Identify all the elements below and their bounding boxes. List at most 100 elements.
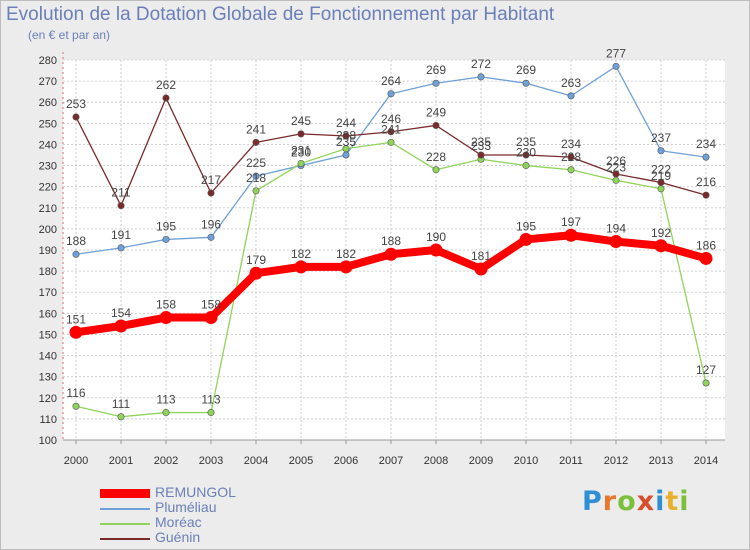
data-label: 277: [606, 46, 626, 60]
data-label: 230: [516, 146, 536, 160]
y-tick-label: 220: [39, 182, 57, 194]
y-tick-label: 110: [39, 414, 57, 426]
x-tick-label: 2009: [469, 455, 493, 467]
data-point: [252, 138, 260, 146]
legend-label-guenin: Guénin: [155, 529, 201, 545]
data-label: 263: [561, 76, 581, 90]
data-point: [384, 247, 398, 261]
data-label: 222: [651, 162, 671, 176]
x-tick-label: 2001: [109, 455, 133, 467]
data-label: 188: [66, 234, 86, 248]
data-point: [567, 92, 575, 100]
data-label: 246: [381, 112, 401, 126]
data-point: [522, 151, 530, 159]
data-point: [387, 128, 395, 136]
data-label: 179: [246, 253, 266, 267]
data-point: [432, 166, 440, 174]
y-tick-label: 250: [39, 118, 57, 130]
data-point: [387, 138, 395, 146]
data-label: 249: [426, 105, 446, 119]
data-point: [702, 191, 710, 199]
y-tick-label: 120: [39, 393, 57, 405]
data-label: 113: [201, 393, 220, 407]
data-label: 196: [201, 217, 221, 231]
data-point: [207, 189, 215, 197]
data-point: [162, 94, 170, 102]
y-tick-label: 210: [39, 203, 57, 215]
x-tick-label: 2000: [64, 455, 88, 467]
data-label: 113: [156, 393, 175, 407]
data-label: 211: [111, 186, 130, 200]
data-label: 181: [471, 249, 491, 263]
data-label: 191: [111, 228, 131, 242]
data-label: 190: [426, 230, 446, 244]
data-point: [162, 409, 170, 417]
data-point: [207, 409, 215, 417]
data-point: [252, 172, 260, 180]
data-point: [477, 73, 485, 81]
data-label: 253: [66, 97, 86, 111]
data-point: [114, 319, 128, 333]
legend-swatch-remungol: [100, 489, 150, 498]
data-label: 237: [651, 131, 671, 145]
data-point: [72, 250, 80, 258]
data-point: [117, 202, 125, 210]
y-tick-label: 100: [39, 435, 57, 447]
data-label: 186: [696, 238, 716, 252]
legend-label-plumeliau: Pluméliau: [155, 499, 217, 515]
data-label: 226: [606, 154, 626, 168]
data-label: 116: [66, 386, 85, 400]
data-label: 235: [471, 135, 491, 149]
x-tick-label: 2007: [379, 455, 403, 467]
x-tick-label: 2005: [289, 455, 313, 467]
data-label: 241: [381, 122, 401, 136]
data-label: 182: [336, 247, 356, 261]
y-tick-label: 280: [39, 55, 57, 67]
data-point: [117, 413, 125, 421]
x-tick-label: 2014: [694, 455, 718, 467]
y-tick-label: 270: [39, 76, 57, 88]
data-label: 216: [696, 175, 716, 189]
chart-title: Evolution de la Dotation Globale de Fonc…: [6, 4, 555, 25]
data-point: [432, 121, 440, 129]
data-point: [432, 79, 440, 87]
x-tick-label: 2004: [244, 455, 268, 467]
data-point: [519, 232, 533, 246]
data-point: [657, 185, 665, 193]
data-point: [654, 239, 668, 253]
data-label: 234: [696, 137, 716, 151]
data-label: 269: [426, 63, 446, 77]
y-tick-label: 140: [39, 351, 57, 363]
y-tick-label: 130: [39, 372, 57, 384]
data-label: 264: [381, 74, 401, 88]
data-point: [699, 251, 713, 265]
x-tick-label: 2003: [199, 455, 223, 467]
legend-swatch-moreac: [100, 522, 150, 525]
data-label: 188: [381, 234, 401, 248]
data-point: [249, 266, 263, 280]
data-point: [69, 325, 83, 339]
data-point: [477, 151, 485, 159]
y-tick-label: 200: [39, 224, 57, 236]
data-point: [474, 262, 488, 276]
data-point: [702, 153, 710, 161]
data-point: [387, 90, 395, 98]
y-tick-label: 160: [39, 308, 57, 320]
data-point: [657, 147, 665, 155]
data-label: 235: [516, 135, 536, 149]
data-label: 241: [246, 122, 266, 136]
x-tick-label: 2011: [559, 455, 583, 467]
data-label: 262: [156, 78, 176, 92]
y-tick-label: 180: [39, 266, 57, 278]
data-point: [522, 162, 530, 170]
data-label: 228: [426, 150, 446, 164]
x-tick-label: 2002: [154, 455, 178, 467]
y-tick-label: 150: [39, 329, 57, 341]
data-label: 217: [201, 173, 221, 187]
legend-swatch-guenin: [100, 537, 150, 540]
data-label: 272: [471, 57, 491, 71]
data-point: [72, 402, 80, 410]
data-label: 158: [156, 298, 176, 312]
legend-swatch-plumeliau: [100, 507, 150, 510]
data-label: 158: [201, 298, 221, 312]
